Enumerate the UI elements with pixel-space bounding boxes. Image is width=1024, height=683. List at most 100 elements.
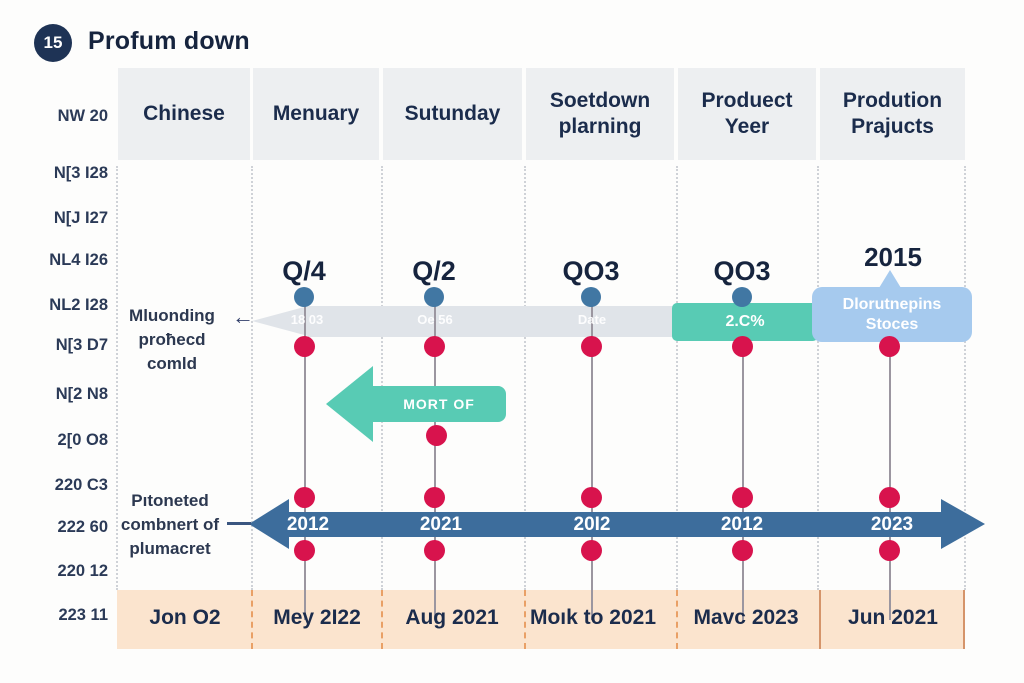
step-number-badge: 15 <box>34 24 72 62</box>
navy-arrow-left-head-icon <box>249 499 289 549</box>
mort-arrow: MORT OF <box>372 386 506 422</box>
red-dot <box>732 336 753 357</box>
callout-box: Dlorutnepins Stoces <box>812 287 972 342</box>
timeline-stem <box>434 300 436 620</box>
page-title: Profum down <box>88 27 250 55</box>
annotation-connector-line <box>227 522 251 525</box>
timeline-stem <box>889 350 891 620</box>
column-header: Menuary <box>253 68 379 160</box>
row-label: 220 12 <box>57 562 108 580</box>
timeline-stem <box>591 300 593 620</box>
row-label: 220 C3 <box>54 476 108 494</box>
navy-arrow-year: 20I2 <box>573 514 611 535</box>
quarter-label: QO3 <box>562 256 620 286</box>
column-header: Produect Yeer <box>678 68 816 160</box>
navy-arrow-year: 2023 <box>870 514 914 535</box>
callout-line2: Stoces <box>865 315 919 333</box>
column-header: Sutunday <box>383 68 522 160</box>
column-separator <box>524 166 526 590</box>
annotation-left-top: Mluonding proħecd comld <box>112 304 232 376</box>
navy-arrow-year: 2012 <box>286 514 330 535</box>
red-dot <box>294 540 315 561</box>
red-dot <box>294 487 315 508</box>
red-dot <box>424 540 445 561</box>
date-cell: Jun 2021 <box>848 606 938 629</box>
quarter-label: QO3 <box>713 256 771 286</box>
red-dot <box>581 540 602 561</box>
gray-arrow-label: 18 03 <box>290 312 324 327</box>
column-separator <box>817 166 819 590</box>
red-dot <box>732 540 753 561</box>
gray-arrow-left-icon <box>252 306 308 336</box>
quarter-label: Q/4 <box>282 256 326 286</box>
date-separator <box>381 590 383 649</box>
column-header: Soetdown plarning <box>526 68 674 160</box>
red-dot <box>581 336 602 357</box>
red-dot <box>294 336 315 357</box>
blue-dot <box>294 287 314 307</box>
row-label: NL4 I26 <box>49 251 108 269</box>
row-label: N[2 N8 <box>55 385 108 403</box>
annotation-line: proħecd <box>138 330 206 349</box>
column-header: Chinese <box>118 68 250 160</box>
date-separator <box>676 590 678 649</box>
gray-arrow-label: Date <box>577 312 607 327</box>
row-label: 2[0 O8 <box>57 431 108 449</box>
red-dot <box>879 336 900 357</box>
annotation-line: Mluonding <box>129 306 215 325</box>
callout-pointer-icon <box>879 270 901 288</box>
navy-arrow-bar <box>287 512 942 537</box>
annotation-line: plumacret <box>129 539 211 558</box>
annotation-left-bottom: Pıtoneted combnert of plumacret <box>110 489 230 561</box>
date-cell: Moık to 2021 <box>529 606 657 629</box>
column-separator <box>381 166 383 590</box>
annotation-line: comld <box>146 354 198 373</box>
column-separator <box>116 166 118 590</box>
red-dot <box>424 336 445 357</box>
row-label: 222 60 <box>57 518 108 536</box>
quarter-label: Q/2 <box>412 256 456 286</box>
date-cell: Mey 2I22 <box>273 606 361 629</box>
date-cell: Jon O2 <box>149 606 221 629</box>
red-dot <box>732 487 753 508</box>
date-separator <box>251 590 253 649</box>
timeline-stem <box>304 300 306 620</box>
row-label: N[3 I28 <box>53 164 108 182</box>
date-cell: Aug 2021 <box>405 606 499 629</box>
navy-arrow-year: 2012 <box>720 514 764 535</box>
red-dot <box>879 540 900 561</box>
navy-arrow-year: 2021 <box>419 514 463 535</box>
row-label: N[J I27 <box>53 209 108 227</box>
row-label: NL2 I28 <box>49 296 108 314</box>
blue-dot <box>732 287 752 307</box>
row-label: 223 11 <box>58 606 108 624</box>
red-dot <box>581 487 602 508</box>
annotation-line: Pıtoneted <box>131 491 209 510</box>
annotation-line: combnert of <box>120 515 220 534</box>
date-separator <box>524 590 526 649</box>
red-dot <box>879 487 900 508</box>
column-separator <box>964 166 966 590</box>
date-separator <box>963 590 965 649</box>
red-dot <box>426 425 447 446</box>
navy-arrow-right-head-icon <box>941 499 985 549</box>
timeline-stem <box>742 300 744 620</box>
column-separator <box>251 166 253 590</box>
blue-dot <box>581 287 601 307</box>
row-label: NW 20 <box>57 107 108 125</box>
teal-value-box: 2.C% <box>672 303 818 341</box>
top-year-label: 2015 <box>864 242 922 272</box>
back-arrow-icon: ← <box>232 304 254 329</box>
column-header: Prodution Prajucts <box>820 68 965 160</box>
date-row-background <box>117 590 965 649</box>
date-cell: Mavc 2023 <box>693 606 799 629</box>
column-separator <box>676 166 678 590</box>
row-label: N[3 D7 <box>55 336 108 354</box>
gray-arrow-label: Oe 56 <box>417 312 453 327</box>
blue-dot <box>424 287 444 307</box>
mort-arrow-head-icon <box>326 366 373 442</box>
date-separator <box>819 590 821 649</box>
red-dot <box>424 487 445 508</box>
callout-line1: Dlorutnepins <box>842 295 942 313</box>
